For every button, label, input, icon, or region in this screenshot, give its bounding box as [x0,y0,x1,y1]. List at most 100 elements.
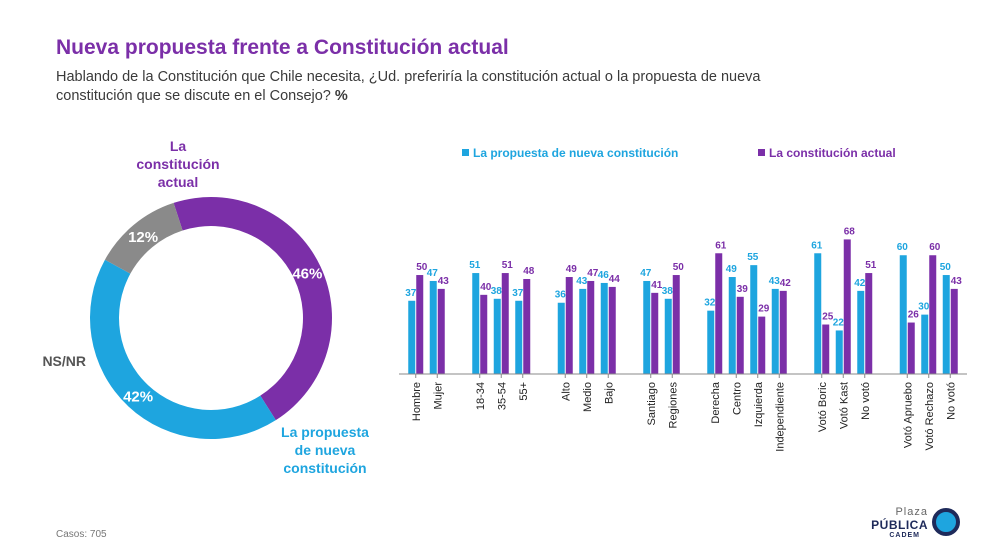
x-tick-label: No votó [860,382,872,420]
bar-value-label: 43 [438,276,450,287]
bar-value-label: 49 [566,264,578,275]
bar [835,330,843,374]
bar-value-label: 43 [951,276,963,287]
logo-line2: PÚBLICA [871,518,928,532]
bar [608,286,616,374]
legend-swatch [462,149,469,156]
slice-category-label: constitución [136,156,219,172]
x-tick-label: 35-54 [496,382,508,410]
bar-value-label: 42 [854,278,866,289]
bar [557,302,565,374]
bar-value-label: 55 [747,252,759,263]
bar-value-label: 44 [609,274,621,285]
bar-value-label: 47 [640,268,652,279]
bar [707,310,715,374]
x-tick-label: Derecha [710,381,722,423]
slice-category-label: de nueva [295,442,356,458]
slice-value-label: 46% [292,266,322,283]
bar-value-label: 43 [769,276,781,287]
bar [715,253,723,374]
bar-value-label: 47 [587,268,599,279]
bar-value-label: 60 [929,242,941,253]
bar-value-label: 32 [704,298,716,309]
bar [672,275,680,374]
bar-value-label: 61 [715,240,727,251]
slice-value-label: 42% [123,389,153,406]
bar-value-label: 50 [940,262,952,273]
logo-line1: Plaza [895,506,928,518]
bar-value-label: 47 [427,268,439,279]
bar-value-label: 36 [555,290,567,301]
bar-value-label: 46 [598,270,610,281]
x-tick-label: Independiente [774,382,786,452]
bar-value-label: 39 [737,284,749,295]
logo-line3: CADEM [889,532,920,539]
bar [437,288,445,374]
logo-mark-icon [932,508,960,536]
donut-slice [173,197,332,421]
slice-category-label: La propuesta [281,424,369,440]
bar-value-label: 51 [469,260,481,271]
bar-value-label: 51 [865,260,877,271]
bar-value-label: 48 [523,266,535,277]
x-tick-label: Votó Apruebo [902,382,914,448]
bar [929,255,937,374]
bar-value-label: 30 [918,302,930,313]
bar [429,280,437,374]
x-tick-label: Medio [582,382,594,412]
bar-value-label: 50 [416,262,428,273]
bar-value-label: 43 [576,276,588,287]
legend-swatch [758,149,765,156]
bar [493,298,501,374]
legend-label: La constitución actual [769,146,896,160]
bar [736,296,744,374]
bar [651,292,659,374]
bar-value-label: 68 [844,226,856,237]
x-tick-label: Hombre [411,382,423,421]
x-tick-label: Izquierda [753,381,765,427]
slice-category-label: NS/NR [42,353,86,369]
bar-value-label: 49 [726,264,738,275]
x-tick-label: Santiago [646,382,658,425]
bar [664,298,672,374]
bar [480,294,488,374]
bar [758,316,766,374]
bar [408,300,416,374]
bar [865,273,873,374]
bar-value-label: 50 [673,262,685,273]
bar [843,239,851,374]
legend-label: La propuesta de nueva constitución [473,146,678,160]
bar [907,322,915,374]
bar [814,253,822,374]
bar-value-label: 37 [405,288,417,299]
x-tick-label: 55+ [518,382,530,401]
bar-value-label: 37 [512,288,524,299]
bar [942,275,950,374]
slice-value-label: 12% [128,229,158,246]
bar [857,290,865,374]
bar-value-label: 61 [811,240,823,251]
bar [822,324,830,374]
slice-category-label: actual [158,174,198,190]
bar [600,282,608,374]
bar [523,278,531,374]
slice-category-label: constitución [283,460,366,476]
bar-value-label: 38 [491,286,503,297]
bar [643,280,651,374]
bar [501,273,509,374]
bar [587,280,595,374]
bar-value-label: 60 [897,242,909,253]
bar [750,265,758,374]
bar [565,277,573,374]
subtitle-text: Hablando de la Constitución que Chile ne… [56,69,761,104]
bar [728,277,736,374]
chart-subtitle: Hablando de la Constitución que Chile ne… [56,68,796,106]
bar-value-label: 29 [758,304,770,315]
x-tick-label: Alto [560,382,572,401]
donut-slice [104,202,183,274]
x-tick-label: Mujer [432,382,444,410]
bar-value-label: 38 [662,286,674,297]
bar [472,273,480,374]
